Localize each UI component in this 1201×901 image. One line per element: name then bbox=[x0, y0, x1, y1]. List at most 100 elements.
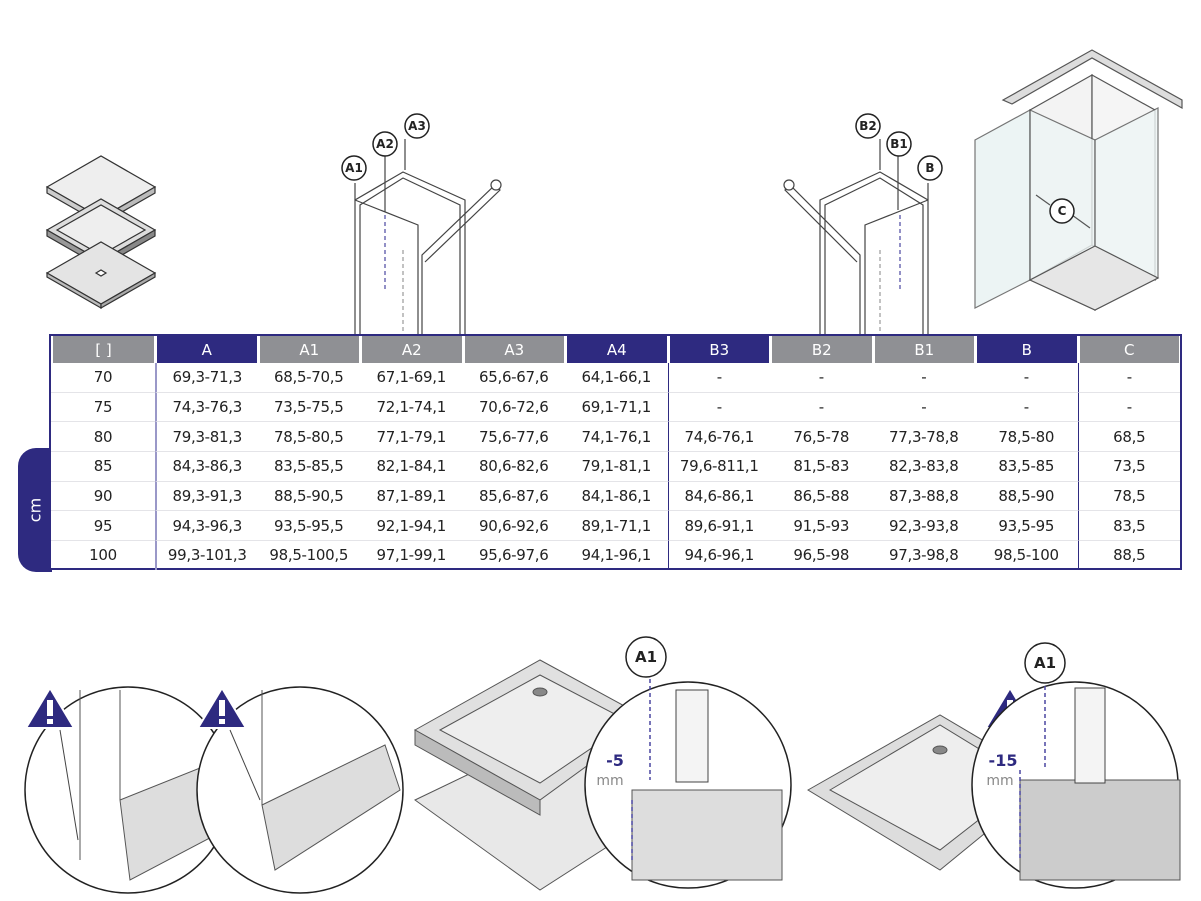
callout-a1: A1 bbox=[345, 161, 363, 175]
table-cell: 69,3-71,3 bbox=[155, 363, 258, 393]
table-cell: 91,5-93 bbox=[770, 511, 873, 542]
table-cell: 86,5-88 bbox=[770, 482, 873, 512]
callout-b2: B2 bbox=[859, 119, 877, 133]
table-cell: 90,6-92,6 bbox=[462, 511, 565, 542]
table-cell: 68,5-70,5 bbox=[257, 363, 360, 393]
detail-circle-2 bbox=[196, 686, 404, 894]
table-cell: 74,1-76,1 bbox=[565, 422, 668, 453]
table-cell: 83,5 bbox=[1077, 511, 1180, 542]
table-row: 85 84,3-86,3 83,5-85,5 82,1-84,1 80,6-82,6 79… bbox=[51, 452, 1180, 482]
column-header: A1 bbox=[257, 336, 360, 363]
table-cell: 93,5-95,5 bbox=[257, 511, 360, 542]
table-cell: - bbox=[770, 393, 873, 423]
table-cell: 88,5-90,5 bbox=[257, 482, 360, 512]
table-cell: 83,5-85 bbox=[975, 452, 1078, 482]
table-cell: 98,5-100,5 bbox=[269, 546, 349, 565]
size-cell: 70 bbox=[51, 363, 155, 393]
table-cell: 72,1-74,1 bbox=[360, 393, 463, 423]
table-cell: - bbox=[975, 393, 1078, 423]
table-cell: - bbox=[975, 363, 1078, 393]
warning-icon bbox=[196, 686, 248, 729]
column-header: A4 bbox=[565, 336, 668, 363]
table-cell: 97,1-99,1 bbox=[376, 546, 446, 565]
table-cell: - bbox=[770, 363, 873, 393]
table-cell: 88,5-90 bbox=[975, 482, 1078, 512]
column-header: A3 bbox=[462, 336, 565, 363]
column-header: C bbox=[1077, 336, 1180, 363]
table-cell: 74,6-76,1 bbox=[667, 422, 770, 453]
table-cell: 84,6-86,1 bbox=[667, 481, 770, 512]
table-cell: 84,1-86,1 bbox=[565, 482, 668, 512]
table-cell: 92,3-93,8 bbox=[872, 511, 975, 542]
callout-b: B bbox=[925, 161, 934, 175]
table-cell: 80,6-82,6 bbox=[462, 452, 565, 482]
table-row: 95 94,3-96,3 93,5-95,5 92,1-94,1 90,6-92,6 89… bbox=[51, 511, 1180, 542]
table-row: 75 74,3-76,3 73,5-75,5 72,1-74,1 70,6-72,6 69… bbox=[51, 392, 1180, 423]
table-row: 70 69,3-71,3 68,5-70,5 67,1-69,1 65,6-67,6 64… bbox=[51, 363, 1180, 393]
callout-c: C bbox=[1058, 204, 1067, 218]
table-cell: 69,1-71,1 bbox=[565, 393, 668, 423]
table-cell: 87,1-89,1 bbox=[360, 482, 463, 512]
table-cell: 89,6-91,1 bbox=[667, 511, 770, 542]
table-cell: - bbox=[667, 363, 770, 393]
size-cell: 100 bbox=[89, 546, 117, 565]
table-cell: 95,6-97,6 bbox=[478, 546, 549, 565]
table-cell: 65,6-67,6 bbox=[462, 363, 565, 393]
table-cell: 77,1-79,1 bbox=[360, 422, 463, 453]
table-cell: 88,5 bbox=[1077, 541, 1181, 570]
size-cell: 95 bbox=[51, 511, 155, 542]
table-cell: 73,5-75,5 bbox=[257, 393, 360, 423]
offset-value-1: -5 bbox=[606, 751, 624, 770]
table-row: 80 79,3-81,3 78,5-80,5 77,1-79,1 75,6-77,6 74… bbox=[51, 422, 1180, 453]
column-header: A2 bbox=[360, 336, 463, 363]
table-cell: 78,5-80,5 bbox=[257, 422, 360, 453]
table-cell: 76,5-78 bbox=[770, 422, 873, 453]
size-cell: 90 bbox=[51, 482, 155, 512]
table-cell: 70,6-72,6 bbox=[462, 393, 565, 423]
table-cell: 84,3-86,3 bbox=[155, 452, 258, 482]
table-cell: - bbox=[1077, 392, 1180, 423]
table-cell: 89,1-71,1 bbox=[565, 511, 668, 542]
table-cell: 74,3-76,3 bbox=[155, 392, 258, 423]
table-cell: 97,3-98,8 bbox=[888, 546, 959, 565]
callout-b1: B1 bbox=[890, 137, 908, 151]
table-cell: 87,3-88,8 bbox=[872, 482, 975, 512]
table-cell: 78,5-80 bbox=[975, 422, 1078, 453]
table-cell: 89,3-91,3 bbox=[155, 481, 258, 512]
callout-detail2: A1 bbox=[1034, 654, 1056, 672]
table-cell: 75,6-77,6 bbox=[462, 422, 565, 453]
offset-value-2: -15 bbox=[989, 751, 1018, 770]
table-cell: 79,1-81,1 bbox=[565, 452, 668, 482]
callout-detail1: A1 bbox=[635, 648, 657, 666]
table-cell: 81,5-83 bbox=[770, 452, 873, 482]
table-cell: 83,5-85,5 bbox=[257, 452, 360, 482]
table-row: 90 89,3-91,3 88,5-90,5 87,1-89,1 85,6-87,6 84… bbox=[51, 481, 1180, 512]
table-cell: 92,1-94,1 bbox=[360, 511, 463, 542]
size-cell: 75 bbox=[51, 393, 155, 423]
detail-circle-4 bbox=[971, 672, 1181, 889]
table-cell: 82,3-83,8 bbox=[872, 452, 975, 482]
table-cell: - bbox=[667, 392, 770, 423]
size-cell: 85 bbox=[51, 452, 155, 482]
warning-icon bbox=[24, 686, 76, 729]
table-cell: - bbox=[872, 393, 975, 423]
detail-circle-3 bbox=[584, 672, 792, 889]
table-cell: 94,6-96,1 bbox=[667, 541, 771, 570]
table-row: 100 99,3-101,3 98,5-100,5 97,1-99,1 95,6-97,… bbox=[51, 541, 1180, 570]
table-cell: 93,5-95 bbox=[975, 511, 1078, 542]
table-cell: 94,3-96,3 bbox=[155, 511, 258, 542]
column-header: A bbox=[155, 336, 258, 363]
offset-unit-1: mm bbox=[596, 773, 623, 789]
table-cell: 96,5-98 bbox=[793, 546, 850, 565]
enclosure-illustration bbox=[974, 49, 1183, 311]
table-cell: 85,6-87,6 bbox=[462, 482, 565, 512]
table-cell: 79,6-811,1 bbox=[667, 452, 770, 482]
table-cell: - bbox=[872, 363, 975, 393]
table-cell: 77,3-78,8 bbox=[872, 422, 975, 453]
table-cell: 82,1-84,1 bbox=[360, 452, 463, 482]
table-cell: 94,1-96,1 bbox=[581, 546, 651, 565]
table-cell: 78,5 bbox=[1077, 481, 1180, 512]
table-cell: 67,1-69,1 bbox=[360, 363, 463, 393]
table-cell: 73,5 bbox=[1077, 452, 1180, 482]
